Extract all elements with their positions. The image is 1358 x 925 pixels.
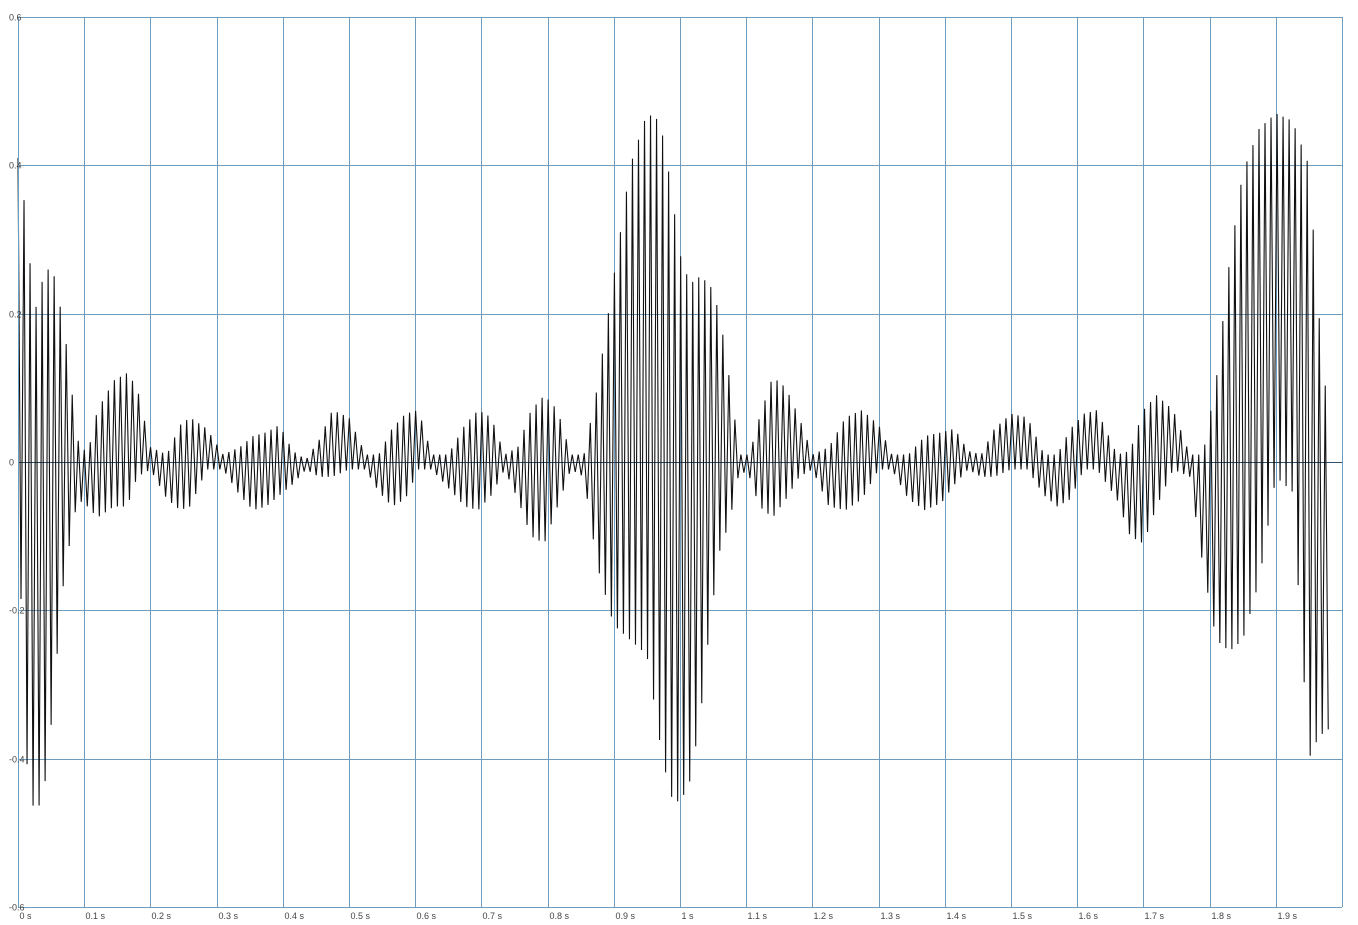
x-tick-label: 1.8 s xyxy=(1212,911,1232,921)
y-tick-label: -0.6 xyxy=(9,903,25,913)
x-tick-label: 0 s xyxy=(20,911,33,921)
x-tick-label: 1.5 s xyxy=(1013,911,1033,921)
y-tick-label: 0.6 xyxy=(9,13,22,23)
y-tick-label: 0 xyxy=(9,458,14,468)
x-tick-label: 0.8 s xyxy=(550,911,570,921)
x-tick-label: 1.2 s xyxy=(814,911,834,921)
x-tick-label: 0.3 s xyxy=(219,911,239,921)
y-tick-labels: -0.6 -0.4 -0.2 0 0.2 0.4 0.6 xyxy=(9,13,25,913)
x-tick-label: 1.4 s xyxy=(947,911,967,921)
x-tick-label: 0.6 s xyxy=(417,911,437,921)
x-tick-label: 0.4 s xyxy=(285,911,305,921)
x-tick-label: 1.7 s xyxy=(1145,911,1165,921)
x-tick-label: 0.7 s xyxy=(483,911,503,921)
x-tick-label: 1 s xyxy=(682,911,695,921)
y-tick-label: 0.4 xyxy=(9,161,22,171)
x-tick-label: 0.9 s xyxy=(616,911,636,921)
x-tick-label: 0.1 s xyxy=(86,911,106,921)
x-tick-label: 1.9 s xyxy=(1278,911,1298,921)
y-tick-label: -0.4 xyxy=(9,755,25,765)
waveform-line xyxy=(17,113,1329,806)
x-tick-label: 1.6 s xyxy=(1079,911,1099,921)
x-tick-label: 0.5 s xyxy=(351,911,371,921)
x-tick-label: 1.1 s xyxy=(748,911,768,921)
x-tick-labels: 0 s 0.1 s 0.2 s 0.3 s 0.4 s 0.5 s 0.6 s 0.7 s 0.… xyxy=(20,911,1298,921)
y-tick-label: 0.2 xyxy=(9,310,22,320)
waveform-series xyxy=(17,113,1329,806)
x-tick-label: 1.3 s xyxy=(881,911,901,921)
x-tick-label: 0.2 s xyxy=(152,911,172,921)
y-tick-label: -0.2 xyxy=(9,606,25,616)
